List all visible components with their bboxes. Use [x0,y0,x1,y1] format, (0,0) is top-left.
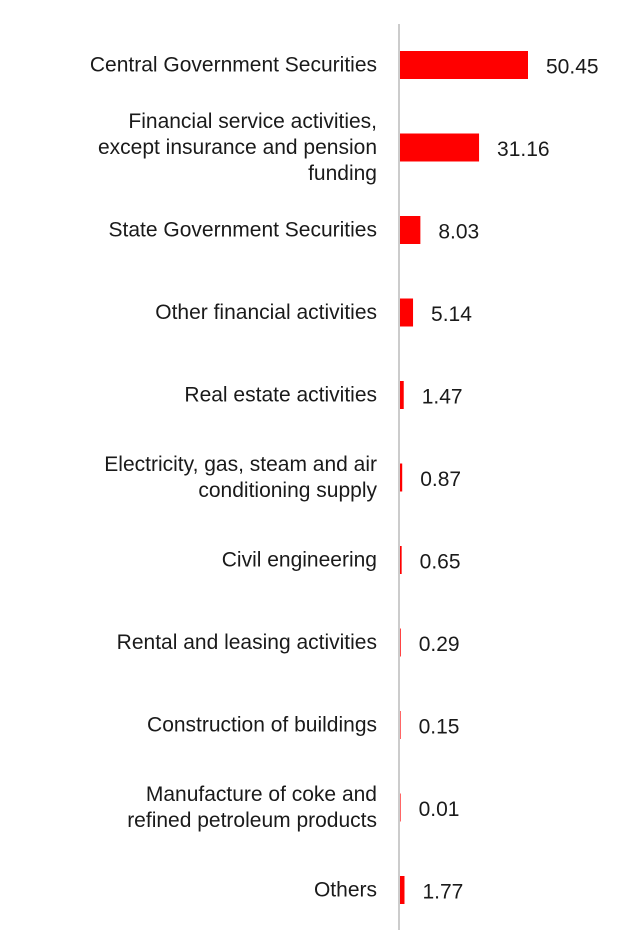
category-label: Civil engineering [222,549,377,572]
category-label: Others [314,879,377,902]
value-label: 0.87 [420,468,461,491]
bar [400,463,403,492]
category-label: refined petroleum products [127,809,377,832]
value-label: 5.14 [431,303,472,326]
category-label: Other financial activities [155,301,377,324]
value-label: 50.45 [546,56,599,79]
value-label: 8.03 [438,221,479,244]
value-label: 0.29 [419,633,460,656]
value-label: 0.15 [419,716,460,739]
category-label: Construction of buildings [147,714,377,737]
category-label: Real estate activities [184,384,377,407]
category-label: Manufacture of coke and [146,783,377,806]
bar [400,628,401,657]
value-label: 0.01 [419,798,460,821]
category-label: Financial service activities, [128,110,377,133]
value-label: 0.65 [420,551,461,574]
category-label: conditioning supply [198,479,377,502]
category-label: except insurance and pension [98,136,377,159]
value-label: 1.47 [422,386,463,409]
bar [400,546,402,574]
category-label: State Government Securities [109,219,377,242]
bar [400,793,401,822]
category-label: Central Government Securities [90,54,377,77]
bar [400,216,421,244]
bar [400,711,401,739]
category-label: Electricity, gas, steam and air [104,453,377,476]
category-label: Rental and leasing activities [117,631,377,654]
bar [400,51,528,79]
category-label: funding [308,162,377,185]
bar [400,133,480,162]
bar [400,298,414,327]
category-labels-group: Central Government Securities Financial s… [90,54,378,902]
value-label: 31.16 [497,138,550,161]
value-label: 1.77 [422,881,463,904]
bar [400,876,405,904]
value-labels-group: 50.45 31.16 8.03 5.14 1.47 0.87 0.65 0.29 0.15 0.… [419,56,599,904]
bar [400,381,404,409]
bars-group [400,51,528,904]
